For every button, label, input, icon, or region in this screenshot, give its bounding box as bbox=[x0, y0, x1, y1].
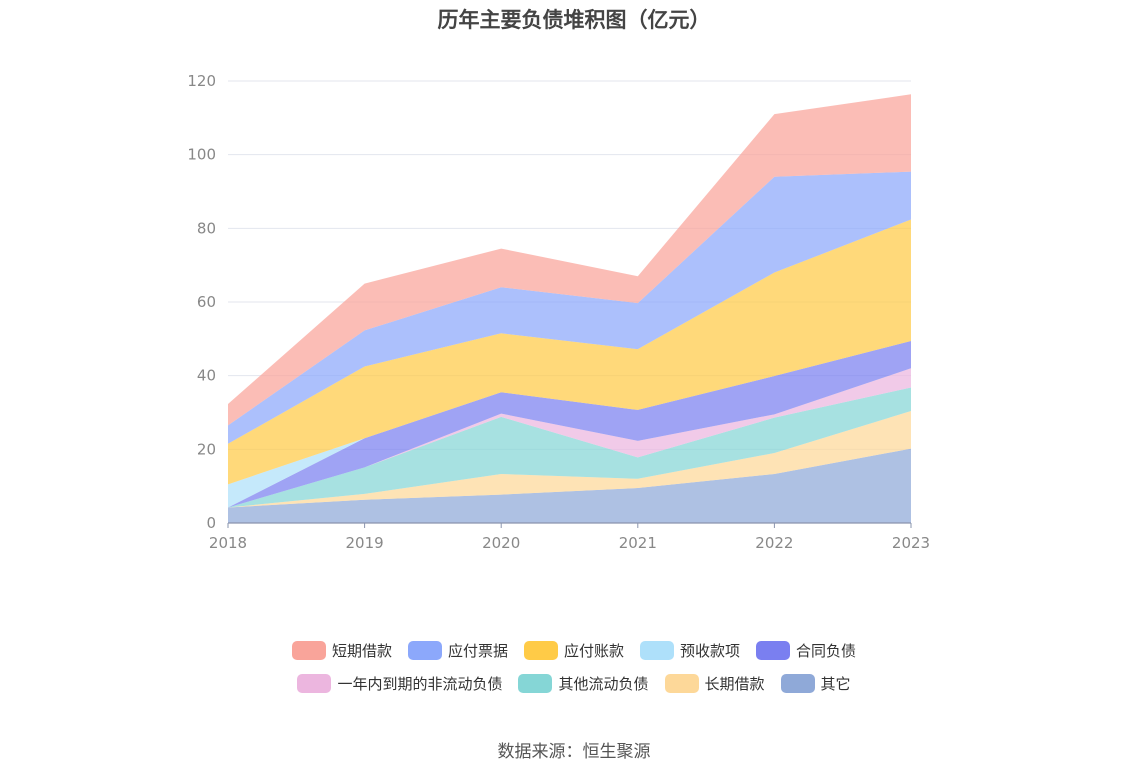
y-tick-label: 0 bbox=[206, 514, 216, 532]
legend-swatch bbox=[640, 641, 674, 660]
legend-item-notes-payable[interactable]: 应付票据 bbox=[407, 640, 508, 661]
x-tick-label: 2022 bbox=[755, 534, 793, 552]
legend-swatch bbox=[780, 674, 815, 693]
y-tick-label: 60 bbox=[197, 293, 216, 311]
legend-swatch bbox=[297, 674, 332, 693]
legend-swatch bbox=[291, 641, 326, 660]
data-source-note: 数据来源：恒生聚源 bbox=[497, 742, 651, 762]
legend-item-current-portion-noncurrent[interactable]: 一年内到期的非流动负债 bbox=[297, 673, 502, 694]
legend-row-1: 短期借款 应付票据 应付账款 预收款项 合同负债 bbox=[0, 640, 1148, 661]
x-tick-label: 2019 bbox=[346, 534, 384, 552]
x-tick-label: 2023 bbox=[892, 534, 930, 552]
area-series bbox=[228, 219, 911, 485]
area-series bbox=[228, 448, 911, 523]
legend-label: 其它 bbox=[820, 675, 851, 693]
legend-row-2: 一年内到期的非流动负债 其他流动负债 长期借款 其它 bbox=[0, 673, 1148, 694]
x-tick-label: 2018 bbox=[209, 534, 247, 552]
legend-label: 短期借款 bbox=[331, 642, 392, 660]
y-tick-label: 40 bbox=[197, 367, 216, 385]
legend-label: 应付票据 bbox=[447, 642, 508, 660]
area-series bbox=[228, 341, 911, 508]
legend-label: 预收款项 bbox=[680, 642, 741, 660]
legend-item-other-current-liabilities[interactable]: 其他流动负债 bbox=[518, 673, 649, 694]
legend-item-advance-receipts[interactable]: 预收款项 bbox=[640, 640, 740, 661]
y-tick-label: 100 bbox=[187, 146, 216, 164]
legend-item-short-term-loans[interactable]: 短期借款 bbox=[291, 640, 392, 661]
legend-item-others[interactable]: 其它 bbox=[780, 673, 851, 694]
stacked-area-chart: 0 20 40 60 80 100 120 2018 2019 2020 2021 2022 2023 bbox=[187, 72, 930, 552]
legend-item-contract-liabilities[interactable]: 合同负债 bbox=[756, 640, 856, 661]
legend-swatch bbox=[518, 674, 553, 693]
area-series bbox=[228, 387, 911, 508]
legend-label: 一年内到期的非流动负债 bbox=[337, 675, 503, 693]
area-series bbox=[228, 411, 911, 508]
y-tick-label: 80 bbox=[197, 219, 216, 237]
legend-label: 应付账款 bbox=[563, 642, 624, 660]
legend-swatch bbox=[756, 641, 791, 660]
legend-swatch bbox=[664, 674, 699, 693]
y-tick-label: 20 bbox=[197, 440, 216, 458]
legend-item-long-term-loans[interactable]: 长期借款 bbox=[664, 673, 765, 694]
legend-label: 长期借款 bbox=[704, 675, 765, 693]
legend-swatch bbox=[407, 641, 442, 660]
legend-swatch bbox=[523, 641, 558, 660]
legend-label: 其他流动负债 bbox=[558, 675, 649, 693]
legend-label: 合同负债 bbox=[796, 642, 857, 660]
x-tick-label: 2021 bbox=[619, 534, 657, 552]
x-tick-label: 2020 bbox=[482, 534, 520, 552]
legend-item-accounts-payable[interactable]: 应付账款 bbox=[523, 640, 624, 661]
y-tick-label: 120 bbox=[187, 72, 216, 90]
area-series bbox=[228, 94, 911, 426]
area-series bbox=[228, 171, 911, 444]
chart-title: 历年主要负债堆积图（亿元） bbox=[437, 8, 711, 32]
